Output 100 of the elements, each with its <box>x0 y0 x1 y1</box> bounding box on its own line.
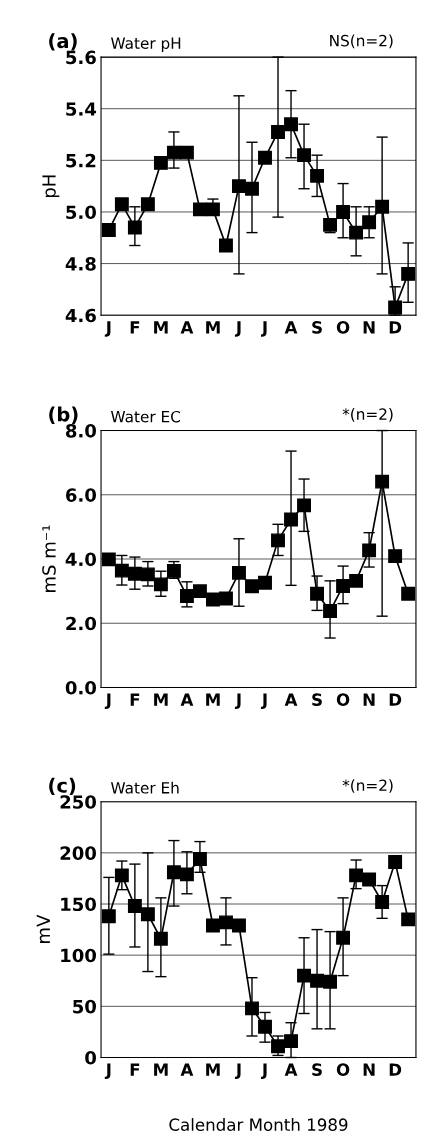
point <box>101 223 116 237</box>
x-tick-label: F <box>130 693 140 706</box>
chart-title: Water Eh <box>111 781 179 794</box>
x-tick-label: S <box>312 1063 322 1076</box>
x-axis-title: Calendar Month 1989 <box>169 1118 348 1131</box>
text: (c) <box>49 777 76 796</box>
y-tick-label: 0.0 <box>65 680 97 695</box>
x-tick-label: M <box>154 1063 168 1076</box>
y-tick-label: 5.0 <box>66 205 97 220</box>
point <box>127 566 142 581</box>
x-tick-label: M <box>206 1063 220 1076</box>
x-tick-label: A <box>284 693 298 706</box>
point <box>271 125 285 139</box>
x-tick-label: J <box>104 1063 111 1080</box>
x-tick-label: N <box>363 693 375 706</box>
point <box>114 868 129 883</box>
point <box>349 225 364 240</box>
point <box>192 584 207 599</box>
point <box>206 918 220 933</box>
point <box>362 872 377 887</box>
point <box>336 579 351 593</box>
text: NS(n=2) <box>330 34 393 49</box>
point <box>375 199 390 214</box>
text: (b) <box>49 406 78 424</box>
x-tick-label: O <box>336 321 350 334</box>
point <box>284 117 298 132</box>
x-tick-label: M <box>206 321 220 334</box>
point <box>206 202 220 217</box>
point <box>232 179 246 194</box>
x-tick-label: M <box>154 693 168 706</box>
point <box>192 202 207 217</box>
point <box>114 197 129 212</box>
y-tick-label: 4.0 <box>65 552 97 567</box>
x-tick-label: N <box>363 1063 375 1076</box>
x-tick-label: J <box>104 321 111 337</box>
point <box>336 930 351 945</box>
point <box>284 512 298 527</box>
x-tick-label: N <box>363 321 375 334</box>
point <box>401 912 416 927</box>
point <box>101 909 116 924</box>
point <box>192 852 207 866</box>
y-tick-label: 4.6 <box>65 308 96 323</box>
point <box>388 300 403 315</box>
y-tick-label: 5.6 <box>66 50 96 65</box>
x-tick-label: A <box>180 693 194 706</box>
point <box>388 549 403 564</box>
text: (a) <box>49 33 77 51</box>
y-tick-label: 50 <box>73 999 97 1014</box>
point <box>284 1034 298 1049</box>
x-tick-label: D <box>389 321 402 334</box>
x-tick-label: M <box>206 693 220 706</box>
point <box>375 474 390 489</box>
point <box>271 533 285 548</box>
y-tick-label: 5.2 <box>66 153 96 168</box>
x-tick-label: A <box>180 321 194 334</box>
y-axis-title: mV <box>36 914 50 943</box>
x-tick-label: J <box>234 1063 241 1080</box>
point <box>362 215 377 230</box>
point <box>114 563 129 578</box>
x-tick-label: J <box>260 693 267 710</box>
point <box>258 575 272 590</box>
y-tick-label: 150 <box>61 897 97 912</box>
point <box>153 931 168 946</box>
point <box>127 220 142 235</box>
y-tick-label: 5.4 <box>66 102 97 116</box>
y-tick-label: 100 <box>61 948 97 963</box>
point <box>362 543 377 558</box>
x-tick-label: F <box>130 321 140 334</box>
point <box>140 907 155 922</box>
x-tick-label: J <box>260 321 267 337</box>
y-axis-title: mS m⁻¹ <box>42 525 56 592</box>
point <box>323 604 338 618</box>
point <box>297 968 311 983</box>
y-tick-label: 200 <box>60 846 97 860</box>
text: *(n=2) <box>342 779 393 793</box>
point <box>323 974 338 989</box>
y-tick-label: 6.0 <box>66 488 97 502</box>
point <box>219 915 233 930</box>
x-tick-label: D <box>389 693 402 706</box>
x-tick-label: O <box>336 1063 350 1076</box>
point <box>245 1001 259 1016</box>
point <box>388 855 403 869</box>
point <box>310 586 324 601</box>
y-axis-title: pH <box>42 175 60 198</box>
x-tick-label: S <box>312 321 322 334</box>
x-tick-label: O <box>336 693 350 706</box>
point <box>219 238 233 253</box>
point <box>153 577 168 592</box>
point <box>232 565 246 580</box>
x-tick-label: J <box>260 1063 267 1080</box>
y-tick-label: 8.0 <box>65 423 97 438</box>
point <box>245 181 259 196</box>
point <box>401 586 416 601</box>
point <box>310 168 324 183</box>
point <box>166 145 181 160</box>
x-tick-label: S <box>312 693 322 706</box>
point <box>258 1019 272 1034</box>
point <box>101 552 116 567</box>
x-tick-label: F <box>130 1063 140 1076</box>
x-tick-label: J <box>234 321 241 337</box>
